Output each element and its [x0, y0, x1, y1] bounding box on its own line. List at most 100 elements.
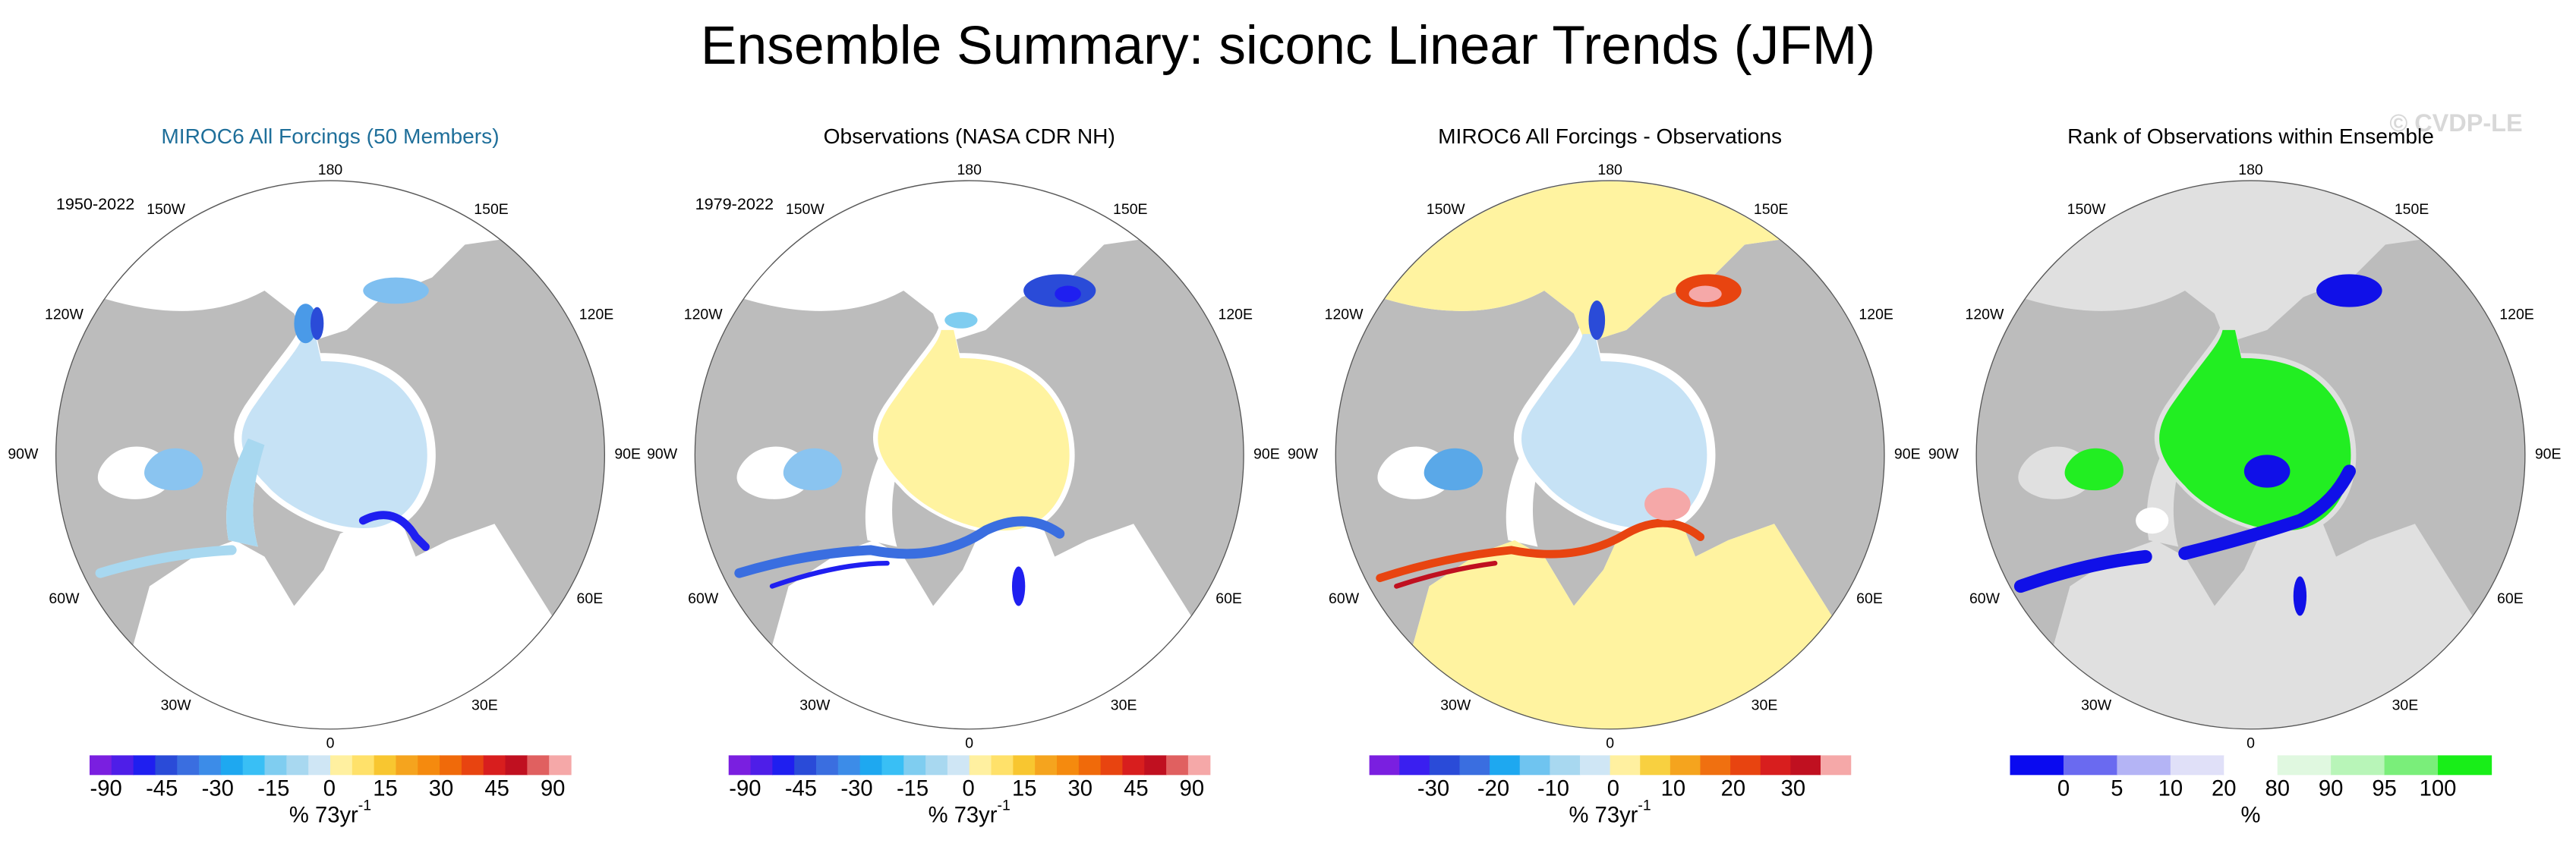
colorbar-box [396, 755, 418, 776]
colorbar-box [1610, 755, 1641, 776]
ocean [133, 520, 553, 729]
ice-change [1588, 300, 1606, 340]
colorbar-box [1078, 755, 1102, 776]
ice-change [2293, 576, 2307, 616]
ice-change [311, 307, 324, 340]
colorbar-tick-label: 0 [963, 777, 975, 801]
longitude-label: 30E [1111, 697, 1137, 714]
colorbar-tick-label: 90 [541, 777, 565, 801]
ice-change [294, 304, 317, 344]
panel-title: MIROC6 All Forcings - Observations [1438, 124, 1782, 148]
ice-change [2243, 455, 2291, 488]
panel-title: Observations (NASA CDR NH) [824, 124, 1115, 148]
longitude-label: 60W [1969, 590, 2001, 607]
colorbar-box [815, 755, 839, 776]
map [1975, 180, 2526, 730]
ocean [2053, 520, 2473, 729]
panel-title: Rank of Observations within Ensemble [2067, 124, 2434, 148]
colorbar-box [991, 755, 1014, 776]
colorbar-box [2277, 755, 2332, 776]
colorbar-tick-label: -30 [840, 777, 872, 801]
colorbar-box [1790, 755, 1821, 776]
colorbar-tick-label: -30 [202, 777, 234, 801]
ice-change [2136, 507, 2169, 534]
ice-change [2178, 464, 2356, 560]
panel-title: MIROC6 All Forcings (50 Members) [161, 124, 499, 148]
colorbar-box [728, 755, 752, 776]
colorbar-box [1490, 755, 1521, 776]
colorbar-tick-label: 10 [1661, 777, 1685, 801]
colorbar-box [1760, 755, 1792, 776]
longitude-label: 90W [647, 446, 678, 463]
ice-change [1688, 285, 1722, 303]
longitude-label: 60W [1329, 590, 1360, 607]
longitude-label: 120W [684, 307, 723, 323]
colorbar-box [111, 755, 134, 776]
longitude-label: 120W [1325, 307, 1364, 323]
longitude-label: 120E [1859, 307, 1893, 323]
longitude-label: 150W [1427, 201, 1465, 218]
unit-exponent: -1 [1638, 798, 1651, 814]
longitude-label: 90E [1894, 446, 1921, 463]
colorbar-tick-label: 0 [323, 777, 336, 801]
colorbar-box [2117, 755, 2171, 776]
map-border [1335, 180, 1885, 730]
colorbar-box [527, 755, 550, 776]
colorbar-box [264, 755, 288, 776]
map [1335, 180, 1885, 730]
colorbar-tick-label: 15 [1012, 777, 1036, 801]
colorbar-tick-label: -45 [146, 777, 178, 801]
colorbar-box [2331, 755, 2385, 776]
colorbar-box [772, 755, 795, 776]
colorbar-box [220, 755, 244, 776]
longitude-label: 0 [2247, 735, 2255, 751]
period-label: 1950-2022 [56, 194, 134, 213]
colorbar-box [925, 755, 948, 776]
colorbar-tick-label: -20 [1477, 777, 1509, 801]
colorbar-tick-label: -90 [90, 777, 122, 801]
colorbar-box [859, 755, 883, 776]
colorbar-box [1670, 755, 1701, 776]
colorbar-box [1429, 755, 1461, 776]
longitude-label: 60E [2497, 590, 2524, 607]
colorbar-unit: % [2241, 803, 2261, 827]
colorbar-tick-label: -15 [257, 777, 289, 801]
colorbar-box [1035, 755, 1058, 776]
longitude-label: 60W [49, 590, 80, 607]
ice-change [1011, 566, 1026, 606]
colorbar-box [1579, 755, 1611, 776]
colorbar-box [903, 755, 926, 776]
colorbar-box [549, 755, 572, 776]
ice-change [1385, 181, 1780, 344]
longitude-label: 180 [1597, 162, 1622, 178]
ice-change [769, 560, 890, 589]
colorbar-box [881, 755, 904, 776]
colorbar-tick-label: -30 [1417, 777, 1449, 801]
colorbar-tick-label: 90 [1180, 777, 1204, 801]
colorbar-box [1700, 755, 1731, 776]
colorbar-box [2384, 755, 2439, 776]
colorbar-tick-label: 15 [373, 777, 397, 801]
colorbar-box [1122, 755, 1145, 776]
colorbar-box [969, 755, 992, 776]
colorbar-box [483, 755, 506, 776]
longitude-label: 150E [1754, 201, 1788, 218]
colorbar-box [947, 755, 970, 776]
unit-exponent: -1 [358, 798, 371, 814]
colorbar-tick-label: 0 [2057, 777, 2070, 801]
longitude-label: 90W [1288, 446, 1319, 463]
colorbar-box [2170, 755, 2224, 776]
ice-change [1424, 448, 1483, 491]
longitude-label: 30E [1751, 697, 1778, 714]
colorbar-box [374, 755, 397, 776]
longitude-label: 150E [474, 201, 508, 218]
unit-exponent: -1 [998, 798, 1011, 814]
longitude-label: 90W [8, 446, 39, 463]
colorbar-box [286, 755, 309, 776]
ice-change [1394, 560, 1498, 589]
ice-change [878, 329, 1070, 531]
ice-change [1376, 518, 1705, 583]
colorbar-unit: % 73yr-1 [929, 798, 1011, 828]
ice-change [226, 438, 265, 547]
